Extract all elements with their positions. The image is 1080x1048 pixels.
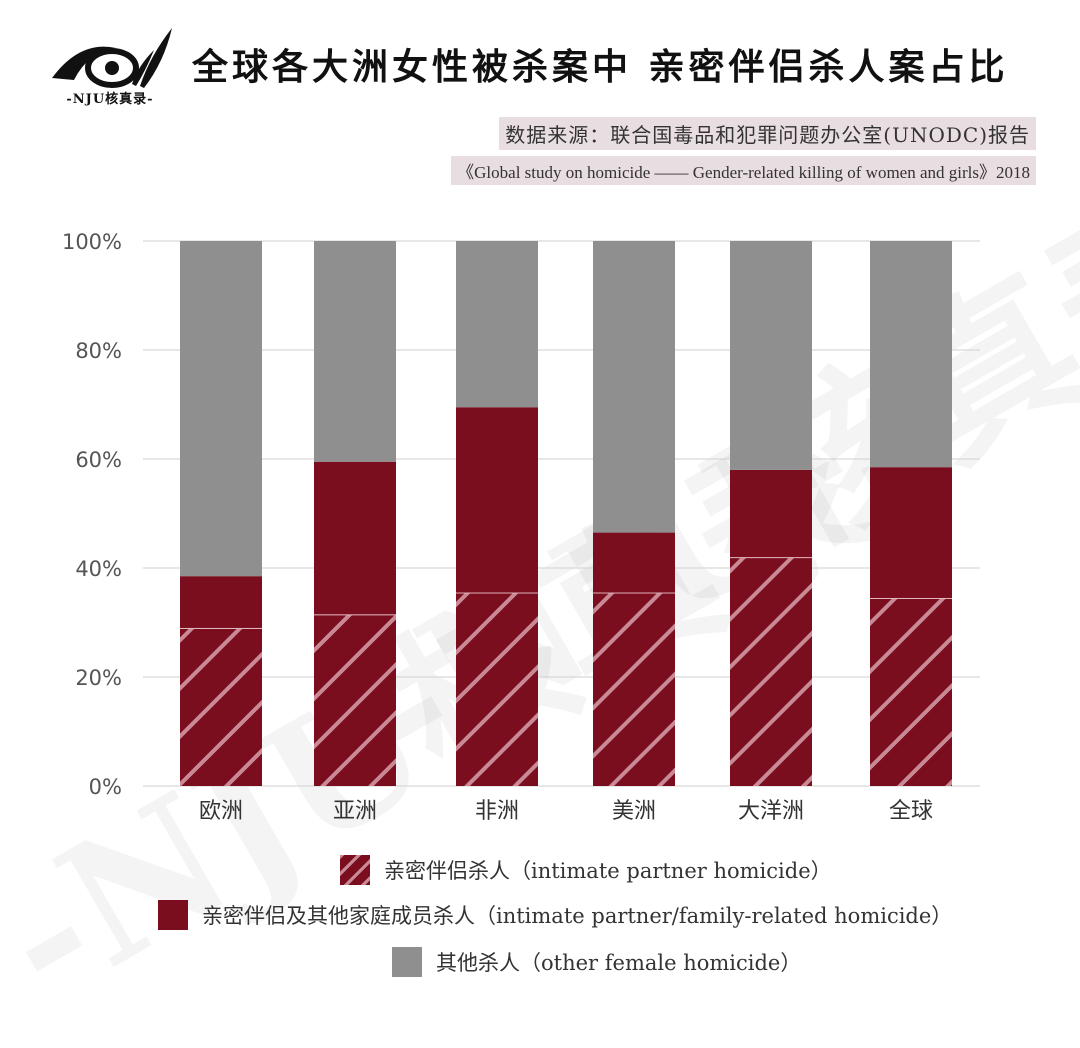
y-tick-label: 0% [89, 775, 122, 799]
legend-item-family: 亲密伴侣及其他家庭成员杀人（intimate partner/family-re… [158, 900, 952, 930]
y-tick-label: 60% [75, 448, 122, 472]
legend-swatch-grey [392, 947, 422, 977]
y-tick-label: 100% [62, 230, 122, 254]
legend-swatch-solid [158, 900, 188, 930]
bar-other [180, 241, 262, 577]
legend-swatch-hatched [340, 855, 370, 885]
source-line-1: 数据来源：联合国毒品和犯罪问题办公室(UNODC)报告 [499, 117, 1036, 150]
bar-other [314, 241, 396, 462]
source-line-2: 《Global study on homicide —— Gender-rela… [451, 156, 1036, 185]
bar-other [593, 241, 675, 533]
page-title: 全球各大洲女性被杀案中 亲密伴侣杀人案占比 [192, 47, 1009, 88]
legend-label-intimate: 亲密伴侣杀人（intimate partner homicide） [384, 859, 832, 883]
bar-other [730, 241, 812, 470]
bar-family [180, 576, 262, 628]
nju-logo-icon [52, 28, 172, 88]
bar-intimate [180, 627, 262, 786]
legend-label-other: 其他杀人（other female homicide） [436, 951, 802, 975]
y-tick-label: 40% [75, 557, 122, 581]
bar-intimate [456, 592, 538, 786]
bar-intimate [870, 597, 952, 786]
bar-family [730, 469, 812, 558]
bar-other [456, 241, 538, 408]
bar-family [593, 532, 675, 593]
x-tick-label: 全球 [889, 799, 933, 824]
bar-intimate [730, 557, 812, 786]
bar-intimate [593, 592, 675, 786]
logo-caption: -NJU核真录- [66, 92, 154, 107]
x-tick-label: 美洲 [612, 799, 656, 824]
y-tick-label: 20% [75, 666, 122, 690]
bar-family [314, 461, 396, 615]
bar-family [870, 467, 952, 598]
bar-other [870, 241, 952, 468]
legend-item-other: 其他杀人（other female homicide） [392, 947, 801, 977]
x-tick-label: 欧洲 [199, 799, 243, 824]
y-tick-label: 80% [75, 339, 122, 363]
legend-item-intimate: 亲密伴侣杀人（intimate partner homicide） [340, 855, 832, 885]
x-tick-label: 亚洲 [333, 799, 377, 824]
x-tick-label: 大洋洲 [738, 799, 804, 824]
bar-intimate [314, 614, 396, 786]
x-tick-label: 非洲 [475, 799, 519, 824]
bar-family [456, 407, 538, 593]
legend-label-family: 亲密伴侣及其他家庭成员杀人（intimate partner/family-re… [202, 904, 953, 928]
